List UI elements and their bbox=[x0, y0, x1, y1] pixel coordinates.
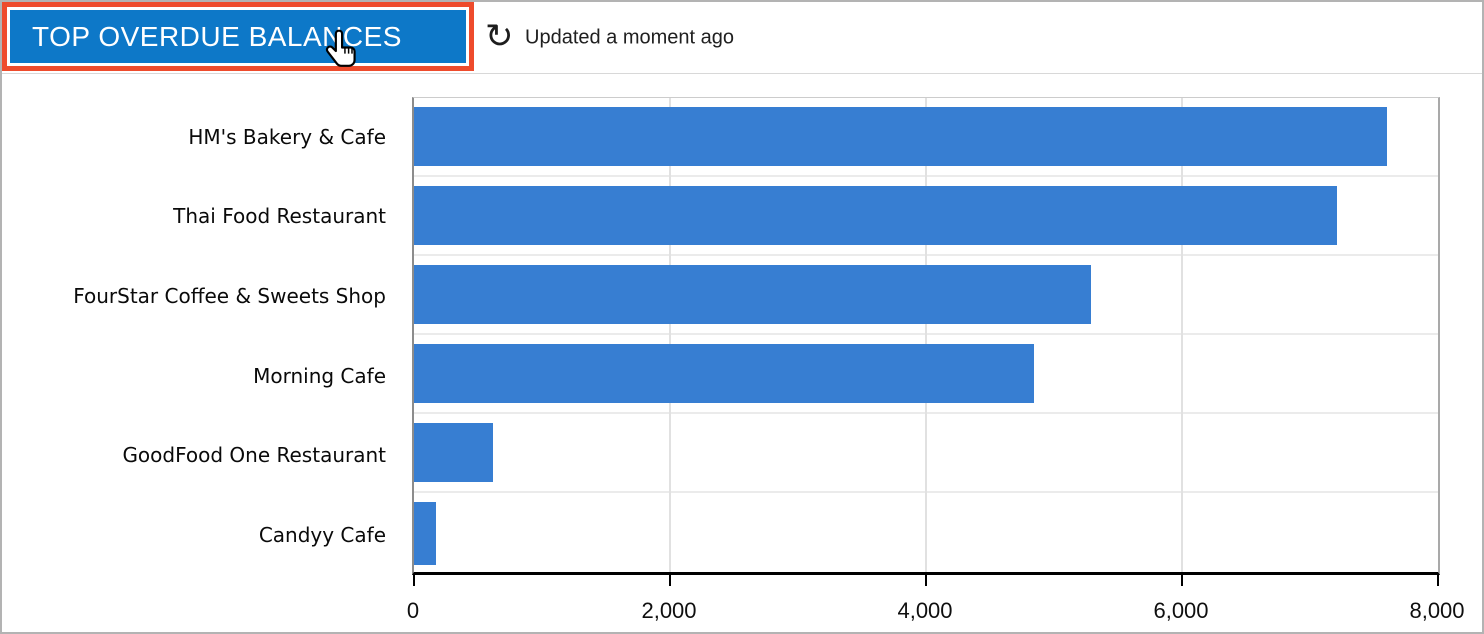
updated-status: Updated a moment ago bbox=[525, 26, 735, 48]
axis-tick-label: 0 bbox=[406, 598, 420, 623]
category-label: Thai Food Restaurant bbox=[173, 204, 386, 229]
chart-row bbox=[414, 335, 1438, 414]
axis-tick-label: 4,000 bbox=[897, 598, 953, 623]
bar[interactable] bbox=[414, 107, 1387, 166]
bar[interactable] bbox=[414, 265, 1092, 324]
chart-row bbox=[414, 177, 1438, 256]
category-label: HM's Bakery & Cafe bbox=[188, 124, 386, 149]
title-button-fill: TOP OVERDUE BALANCES bbox=[10, 10, 466, 63]
value-axis: 0 2,000 4,000 6,000 8,000 bbox=[407, 598, 1465, 628]
bar[interactable] bbox=[414, 186, 1337, 245]
category-label: FourStar Coffee & Sweets Shop bbox=[73, 284, 386, 309]
chart-row bbox=[414, 493, 1438, 572]
bar[interactable] bbox=[414, 344, 1034, 403]
gridline bbox=[925, 98, 927, 572]
refresh-icon[interactable]: ↻ bbox=[485, 16, 514, 57]
axis-tick bbox=[1181, 575, 1183, 586]
axis-tick bbox=[1437, 575, 1439, 586]
axis-tick bbox=[413, 575, 415, 586]
category-label: GoodFood One Restaurant bbox=[122, 443, 386, 468]
chart-row bbox=[414, 256, 1438, 335]
bar[interactable] bbox=[414, 423, 494, 482]
bar-chart: HM's Bakery & Cafe Thai Food Restaurant Fo… bbox=[2, 74, 1482, 632]
title-button[interactable]: TOP OVERDUE BALANCES bbox=[2, 2, 474, 71]
category-label: Morning Cafe bbox=[253, 363, 386, 388]
gridline bbox=[1181, 98, 1183, 572]
category-axis: HM's Bakery & Cafe Thai Food Restaurant Fo… bbox=[2, 97, 386, 575]
axis-tick-label: 8,000 bbox=[1409, 598, 1465, 623]
axis-tick bbox=[925, 575, 927, 586]
axis-tick-label: 2,000 bbox=[641, 598, 697, 623]
bar[interactable] bbox=[414, 502, 436, 565]
plot-area bbox=[412, 97, 1440, 586]
hand-cursor-icon bbox=[325, 29, 356, 67]
chart-row bbox=[414, 98, 1438, 177]
axis-tick bbox=[669, 575, 671, 586]
category-label: Candyy Cafe bbox=[258, 523, 386, 548]
axis-tick-label: 6,000 bbox=[1153, 598, 1209, 623]
gridline bbox=[669, 98, 671, 572]
widget-header: TOP OVERDUE BALANCES ↻ Updated a moment … bbox=[2, 2, 1482, 74]
